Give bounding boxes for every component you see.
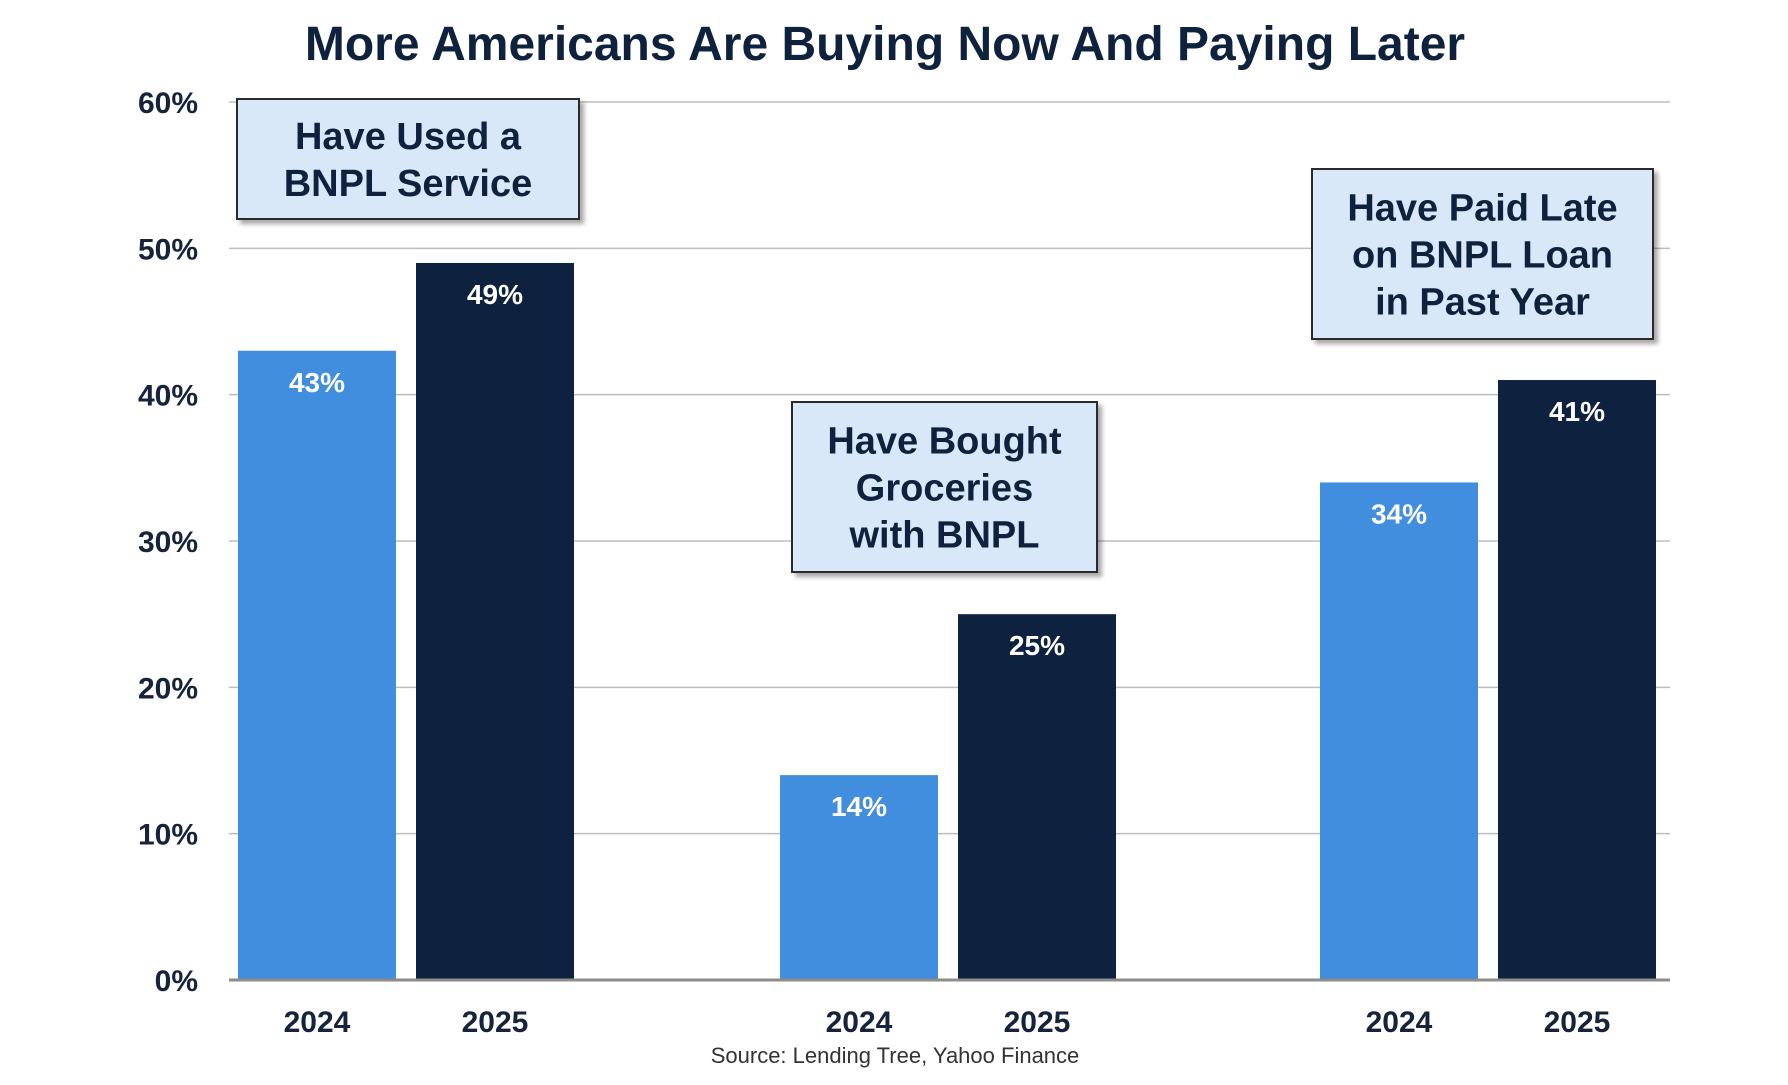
y-tick-label: 60% xyxy=(138,87,198,120)
callout-box xyxy=(791,401,1098,573)
x-tick-label: 2024 xyxy=(826,1006,893,1039)
bar-2025-group-3 xyxy=(1498,380,1656,980)
bar-2024-group-3 xyxy=(1320,482,1478,980)
y-tick-label: 50% xyxy=(138,233,198,266)
x-axis-tick-labels: 2024 2025 2024 2025 2024 2025 xyxy=(284,1006,1611,1039)
bars: 43% 49% 14% 25% 34% 41% xyxy=(238,262,1656,980)
x-tick-label: 2024 xyxy=(284,1006,351,1039)
callout-text-line: Groceries xyxy=(856,468,1033,510)
y-axis-tick-labels: 0% 10% 20% 30% 40% 50% 60% xyxy=(138,87,198,998)
callout-text-line: Have Used a xyxy=(295,116,522,158)
callout-box xyxy=(236,98,580,220)
y-tick-label: 20% xyxy=(138,672,198,705)
bar-2024-group-1 xyxy=(238,350,396,980)
callout-text-line: with BNPL xyxy=(849,515,1040,557)
callout-text-line: on BNPL Loan xyxy=(1352,235,1613,277)
group-label-callout: Have Paid Late on BNPL Loan in Past Year xyxy=(1311,168,1654,340)
bar-value-label: 14% xyxy=(831,791,887,822)
bar-2024-group-2 xyxy=(780,775,938,980)
y-tick-label: 0% xyxy=(155,965,198,998)
x-tick-label: 2025 xyxy=(1544,1006,1611,1039)
bar-2025-group-1 xyxy=(416,262,574,980)
callout-text-line: Have Paid Late xyxy=(1347,188,1617,230)
callout-text-line: in Past Year xyxy=(1375,282,1590,324)
group-callouts: Have Used a BNPL Service Have Bought Grocer… xyxy=(236,98,1654,573)
callout-text-line: Have Bought xyxy=(827,421,1062,463)
bar-value-label: 43% xyxy=(289,367,345,398)
y-tick-label: 40% xyxy=(138,380,198,413)
bar-value-label: 49% xyxy=(467,279,523,310)
group-label-callout: Have Bought Groceries with BNPL xyxy=(791,401,1098,573)
x-tick-label: 2025 xyxy=(462,1006,529,1039)
y-tick-label: 10% xyxy=(138,819,198,852)
bar-2025-group-2 xyxy=(958,614,1116,980)
y-tick-label: 30% xyxy=(138,526,198,559)
source-note: Source: Lending Tree, Yahoo Finance xyxy=(711,1043,1080,1068)
x-tick-label: 2025 xyxy=(1004,1006,1071,1039)
callout-box xyxy=(1311,168,1654,340)
chart-title: More Americans Are Buying Now And Paying… xyxy=(305,18,1465,71)
bar-value-label: 25% xyxy=(1009,630,1065,661)
bar-value-label: 34% xyxy=(1371,498,1427,529)
bar-value-label: 41% xyxy=(1549,396,1605,427)
group-label-callout: Have Used a BNPL Service xyxy=(236,98,580,220)
callout-text-line: BNPL Service xyxy=(284,163,533,205)
x-tick-label: 2024 xyxy=(1366,1006,1433,1039)
